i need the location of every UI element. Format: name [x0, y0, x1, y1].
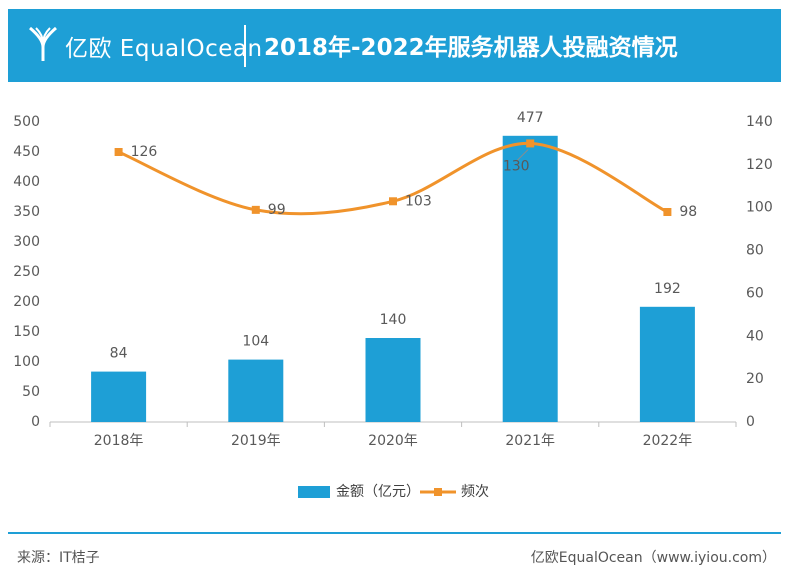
bar — [639, 306, 695, 422]
y-left-tick-label: 0 — [31, 414, 40, 430]
x-tick-label: 2019年 — [231, 433, 281, 449]
equalocean-logo-icon — [29, 26, 57, 61]
frequency-point — [663, 208, 672, 216]
y-right-tick-label: 0 — [746, 414, 755, 430]
bar — [228, 359, 284, 422]
bar-value-label: 140 — [380, 312, 407, 328]
frequency-value-label: 99 — [268, 202, 286, 218]
legend-line-marker — [434, 488, 442, 496]
y-right-tick-label: 100 — [746, 200, 773, 216]
y-left-tick-label: 400 — [13, 174, 40, 190]
source-note: 来源：IT桔子 — [17, 550, 100, 566]
brand-name: 亿欧 EqualOcean — [65, 36, 263, 62]
y-left-tick-label: 500 — [13, 114, 40, 130]
frequency-point — [251, 205, 260, 214]
label-leader-line — [515, 149, 529, 162]
bar-value-label: 84 — [110, 346, 128, 362]
x-tick-label: 2018年 — [94, 433, 144, 449]
footer-divider — [8, 532, 781, 534]
frequency-point — [526, 139, 535, 148]
y-left-tick-label: 200 — [13, 294, 40, 310]
legend-label-frequency: 频次 — [461, 484, 489, 500]
y-left-tick-label: 450 — [13, 144, 40, 160]
y-right-tick-label: 40 — [746, 328, 764, 344]
y-left-tick-label: 250 — [13, 264, 40, 280]
y-right-tick-label: 140 — [746, 114, 773, 130]
bar-value-label: 104 — [242, 334, 269, 350]
y-left-tick-label: 50 — [22, 384, 40, 400]
legend-label-amount: 金额（亿元） — [336, 484, 420, 500]
frequency-point — [389, 197, 397, 206]
x-tick-label: 2020年 — [368, 433, 418, 449]
y-left-tick-label: 100 — [13, 354, 40, 370]
y-left-tick-label: 350 — [13, 204, 40, 220]
bar — [365, 338, 421, 422]
frequency-value-label: 98 — [679, 204, 697, 220]
page-title: 2018年-2022年服务机器人投融资情况 — [264, 35, 678, 61]
y-left-tick-label: 300 — [13, 234, 40, 250]
header-divider — [244, 25, 246, 67]
bar-value-label: 192 — [654, 281, 681, 297]
frequency-value-label: 103 — [405, 193, 432, 209]
frequency-value-label: 130 — [503, 158, 530, 174]
y-right-tick-label: 20 — [746, 371, 764, 387]
frequency-value-label: 126 — [131, 144, 158, 160]
x-tick-label: 2021年 — [505, 433, 555, 449]
bar — [91, 371, 147, 422]
y-right-tick-label: 60 — [746, 285, 764, 301]
x-tick-label: 2022年 — [643, 433, 693, 449]
y-left-tick-label: 150 — [13, 324, 40, 340]
legend-bar-swatch — [298, 486, 330, 498]
credit-note: 亿欧EqualOcean（www.iyiou.com） — [530, 550, 776, 566]
frequency-point — [114, 148, 123, 156]
header-banner: 亿欧 EqualOcean 2018年-2022年服务机器人投融资情况 — [8, 9, 781, 82]
y-right-tick-label: 80 — [746, 243, 764, 259]
bar — [502, 135, 558, 423]
y-right-tick-label: 120 — [746, 157, 773, 173]
bar-value-label: 477 — [517, 110, 544, 126]
